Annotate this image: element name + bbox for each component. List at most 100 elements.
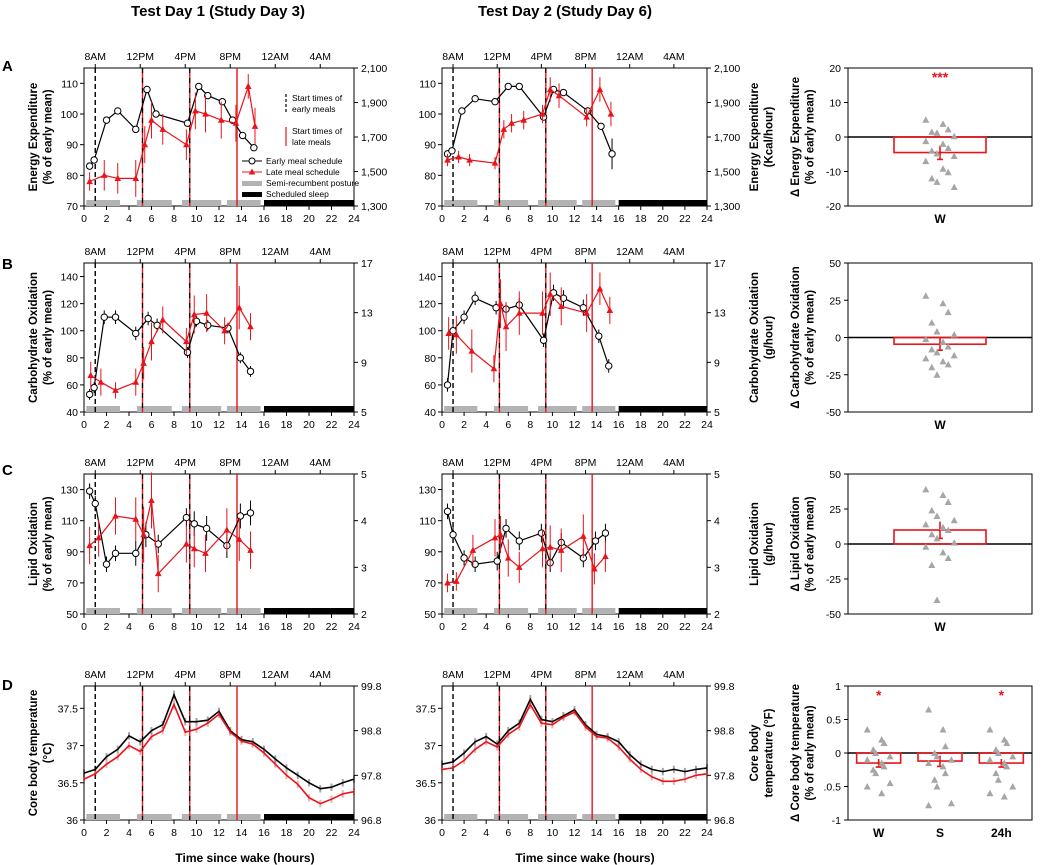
panel-c-day2-early-point — [443, 507, 452, 516]
panel-a-day1-ytick-label: 90 — [66, 140, 78, 152]
panel-c-day2-late-point — [602, 552, 609, 560]
panel-d-day2-sleep-band — [618, 814, 707, 820]
panel-a-day2-late-point — [444, 156, 451, 163]
panel-a-delta-point — [950, 183, 958, 191]
panel-b-day1-late-point — [221, 327, 228, 334]
panel-a-day2-posture-band — [493, 200, 529, 206]
panel-d-day2-xtick-label: 4 — [483, 827, 489, 839]
panel-b-delta-point — [922, 335, 930, 342]
legend-start-late-label: Start times of — [292, 126, 343, 136]
panel-d-delta-point — [1009, 752, 1017, 760]
panel-a-delta-point — [922, 157, 930, 165]
panel-d-day2-clock-label: 8AM — [442, 669, 464, 681]
panel-c-day1-clock-label: 12AM — [262, 457, 289, 469]
panel-d-day2-ytick-label: 36 — [424, 815, 436, 827]
panel-d-day1-clock-label: 4AM — [309, 669, 331, 681]
panel-b-day1-early-point — [111, 313, 120, 321]
panel-a-day2-clock-label: 8AM — [442, 51, 464, 63]
panel-c-day1-ytick-label: 50 — [66, 609, 78, 621]
panel-b-day2-xtick-label: 14 — [591, 419, 603, 431]
panel-d-day1-xtick-label: 20 — [303, 827, 315, 839]
panel-c-day2-early-point — [449, 530, 457, 539]
panel-a-day1-xtick-label: 4 — [126, 213, 132, 225]
panel-c-day2-xtick-label: 18 — [635, 621, 647, 633]
panel-d-day1-ytick-label: 36 — [66, 815, 78, 827]
panel-a-day2-late-point — [596, 85, 604, 93]
panel-a-day2-rtick-label: 1,900 — [714, 98, 740, 110]
panel-a-day2-rtick-label: 2,100 — [714, 63, 740, 75]
panel-a-day1-late-point — [141, 141, 149, 148]
panel-d-day2-posture-band — [582, 814, 616, 820]
panel-a-delta-ylabel: Δ Energy Expenditure (% of early mean) — [790, 77, 816, 197]
panel-c-day1-early-point — [202, 524, 211, 533]
panel-c-day2-frame — [441, 473, 708, 615]
panel-c-day1-ylabel: Lipid Oxidation (% of early mean) — [28, 496, 54, 591]
panel-c-delta-ytick-label: 25 — [829, 504, 841, 516]
panel-a-day1-xtick-label: 18 — [281, 213, 293, 225]
panel-b-day1-ylabel: Carbohydrate Oxidation (% of early mean) — [28, 272, 54, 403]
panel-c-day1-early-point — [111, 549, 120, 558]
panel-c-day2-ytick-label: 130 — [418, 485, 436, 497]
panel-a-day2-xtick-label: 12 — [569, 213, 581, 225]
panel-b-delta-point — [939, 299, 947, 307]
panel-c-day1-late-point — [247, 546, 254, 553]
panel-a-day1-clock-label: 4AM — [309, 51, 331, 63]
panel-d-day1-sleep-band — [264, 814, 354, 820]
panel-c-day2-clock-label: 12AM — [616, 457, 643, 469]
panel-c-delta-point — [928, 530, 936, 538]
panel-c-day1-late-point — [86, 541, 93, 549]
panel-c-delta-point — [944, 526, 952, 533]
panel-d-day1-xtick-label: 10 — [191, 827, 203, 839]
panel-d-day2-posture-band — [538, 814, 577, 820]
panel-b-day1-rtick-label: 13 — [361, 308, 373, 320]
panel-c-day1-rtick-label: 5 — [361, 469, 367, 481]
panel-b-day2-early-point — [471, 294, 479, 302]
panel-d-day2-rtick-label: 96.8 — [714, 815, 735, 827]
panel-d-delta-point — [994, 749, 1002, 756]
panel-d-day2-ytick-label: 37 — [424, 741, 436, 753]
panel-d-day2-clock-label: 4PM — [531, 669, 553, 681]
panel-d-delta-significance-stars: * — [876, 687, 882, 703]
panel-b-day1-xtick-label: 24 — [348, 419, 360, 431]
panel-b-delta-category-label: W — [934, 418, 946, 432]
panel-b-day2-early-point — [559, 294, 568, 302]
panel-c-day1-early-point — [91, 499, 99, 508]
panel-b-delta-ytick-label: -50 — [826, 407, 841, 419]
panel-c-day1-ytick-label: 110 — [61, 516, 78, 528]
panel-c-day2-ylabel-right: Lipid Oxidation (g/hour) — [749, 502, 775, 586]
panel-c-day2-xtick-label: 4 — [483, 621, 489, 633]
panel-a-day2-late-point — [583, 113, 590, 120]
panel-a-day1-xtick-label: 22 — [326, 213, 338, 225]
panel-a-day1-xtick-label: 24 — [348, 213, 360, 225]
panel-d-day1-ytick-label: 36.5 — [58, 778, 79, 790]
panel-d-delta-category-label: S — [936, 826, 944, 840]
panel-b-day2-rtick-label: 9 — [714, 357, 720, 369]
panel-d-day1-xtick-label: 4 — [126, 827, 132, 839]
panel-c-delta-point — [944, 554, 952, 561]
panel-c-delta-ylabel-line: Δ Lipid Oxidation — [790, 496, 802, 591]
panel-d-day1-rtick-label: 99.8 — [361, 681, 382, 693]
panel-a-day2-xtick-label: 10 — [547, 213, 559, 225]
panel-d-day1-ytick-label: 37 — [66, 741, 78, 753]
panel-b-day2-clock-label: 12PM — [483, 246, 510, 258]
panel-d-delta-point — [863, 783, 871, 790]
panel-b-day2-late-point — [445, 329, 452, 337]
panel-d-delta-point — [925, 705, 933, 713]
panel-c-delta-ylabel-line: (% of early mean) — [804, 496, 816, 591]
panel-d-delta-point — [939, 726, 947, 733]
panel-d-day2-rtick-label: 97.8 — [714, 770, 735, 782]
panel-d-day2-clock-label: 4AM — [663, 669, 685, 681]
panel-c-day2-posture-band — [444, 608, 478, 614]
panel-b-day2-early-point — [460, 313, 468, 321]
panel-d-day1-posture-band — [136, 814, 172, 820]
panel-b-day2-ylabel-right: Carbohydrate Oxidation (g/hour) — [749, 272, 775, 403]
panel-c-day1-ytick-label: 70 — [66, 578, 78, 590]
panel-b-day1-late-point — [112, 386, 119, 393]
panel-a-day2-early-point — [559, 88, 568, 97]
panel-d-day1-clock-label: 4PM — [174, 669, 196, 681]
panel-a-delta-point — [944, 168, 952, 176]
panel-a-day1-early-point — [85, 162, 94, 170]
panel-b-day1-xtick-label: 18 — [281, 419, 293, 431]
